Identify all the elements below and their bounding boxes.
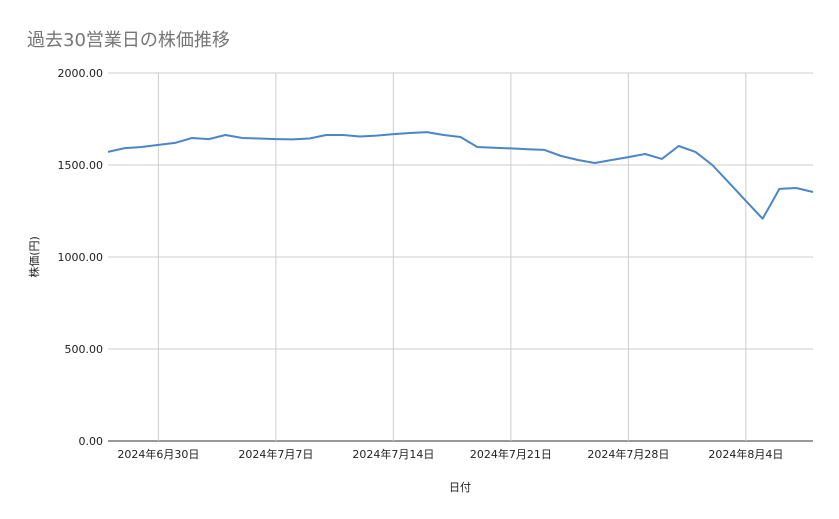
y-axis-label: 株価(円) — [27, 236, 41, 278]
x-tick-label: 2024年7月28日 — [587, 447, 669, 461]
y-tick-label: 2000.00 — [58, 67, 104, 80]
price-line — [107, 131, 814, 220]
x-axis-label: 日付 — [449, 481, 471, 494]
y-tick-label: 0.00 — [79, 435, 104, 448]
y-tick-labels: 0.00 500.00 1000.00 1500.00 2000.00 — [58, 67, 104, 448]
y-tick-label: 500.00 — [65, 343, 104, 356]
x-tick-labels: 2024年6月30日 2024年7月7日 2024年7月14日 2024年7月21日 2… — [117, 447, 783, 461]
series — [107, 131, 814, 220]
chart-title: 過去30営業日の株価推移 — [27, 30, 230, 51]
y-tick-label: 1000.00 — [58, 251, 104, 264]
x-tick-label: 2024年7月21日 — [470, 447, 552, 461]
x-tick-label: 2024年6月30日 — [117, 447, 199, 461]
x-tick-label: 2024年7月7日 — [238, 447, 313, 461]
grid — [108, 72, 813, 442]
x-tick-label: 2024年7月14日 — [352, 447, 434, 461]
x-tick-label: 2024年8月4日 — [708, 447, 783, 461]
y-tick-label: 1500.00 — [58, 159, 104, 172]
